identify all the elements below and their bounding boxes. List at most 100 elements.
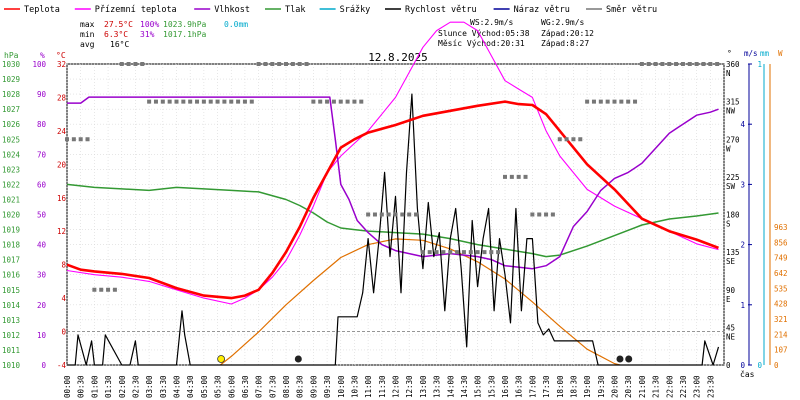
wind-direction-mark [263, 62, 268, 66]
wind-direction-mark [379, 212, 384, 217]
wind-direction-mark [694, 62, 699, 66]
direction-label: NW [726, 107, 736, 116]
stat-avg-temp: 16°C [110, 40, 129, 49]
percent-tick: 60 [37, 180, 47, 189]
x-tick: 14:30 [460, 375, 469, 398]
wind-direction-mark [372, 212, 377, 217]
x-tick: 03:00 [145, 375, 154, 398]
wind-direction-mark [578, 137, 583, 142]
wind-direction-mark [270, 62, 275, 66]
x-tick: 19:30 [597, 375, 606, 398]
percent-tick: 30 [37, 271, 47, 280]
x-tick: 18:00 [556, 375, 565, 398]
x-tick: 11:00 [364, 375, 373, 398]
x-tick: 11:30 [378, 375, 387, 398]
moon-icon [625, 355, 633, 363]
wind-direction-mark [427, 250, 432, 255]
celsius-tick: 20 [57, 160, 67, 169]
x-tick: 08:00 [282, 375, 291, 398]
x-tick: 13:00 [419, 375, 428, 398]
stat-avg-label: avg [80, 40, 95, 49]
wind-direction-mark [290, 62, 295, 66]
x-tick: 12:30 [405, 375, 414, 398]
x-tick: 09:00 [309, 375, 318, 398]
percent-tick: 40 [37, 241, 47, 250]
wind-direction-mark [680, 62, 685, 66]
percent-tick: 50 [37, 211, 47, 220]
axis-unit-hpa: hPa [4, 51, 19, 60]
wind-direction-mark [550, 212, 555, 217]
axis-unit-rain: mm [760, 49, 770, 58]
legend-item: Rychlost větru [385, 5, 477, 15]
wind-direction-mark [639, 62, 644, 66]
stat-max-temp: 27.5°C [104, 20, 133, 29]
legend-label: Vlhkost [214, 5, 250, 15]
x-axis-label: čas [740, 369, 755, 379]
stat-min-temp: 6.3°C [104, 30, 128, 39]
moonrise-icon [616, 355, 624, 363]
wind-direction-mark [366, 212, 371, 217]
stat-max-rain: 0.0mm [224, 20, 248, 29]
legend-label: Tlak [285, 5, 305, 15]
x-tick: 21:00 [638, 375, 647, 398]
wind-direction-mark [564, 137, 569, 142]
direction-label: SE [726, 257, 736, 266]
hpa-tick: 1013 [2, 316, 20, 325]
wind-direction-mark [304, 62, 309, 66]
axis-unit-direction: ° [727, 49, 732, 58]
wind-direction-mark [612, 99, 617, 104]
sun-info: Slunce Východ:05:38 [438, 29, 530, 38]
direction-tick: 315 [726, 98, 740, 107]
celsius-tick: 24 [57, 127, 67, 136]
sunrise-icon [217, 355, 226, 363]
wind-direction-mark [126, 62, 131, 66]
hpa-tick: 1024 [2, 150, 21, 159]
wind-direction-mark [571, 137, 576, 142]
x-tick: 15:00 [474, 375, 483, 398]
chart-axes: hPa% °C1030102910281027102610251024102310… [2, 49, 788, 398]
series-solar [219, 238, 621, 366]
stat-min-label: min [80, 30, 95, 39]
x-tick: 00:00 [63, 375, 72, 398]
hpa-tick: 1022 [2, 180, 20, 189]
legend-item: Teplota [4, 5, 60, 15]
direction-tick: 90 [726, 286, 736, 295]
wind-direction-mark [434, 250, 439, 255]
wind-direction-mark [496, 250, 501, 255]
wind-direction-mark [530, 212, 535, 217]
x-tick: 06:30 [241, 375, 250, 398]
moon-info: Měsíc Východ:20:31 [438, 39, 525, 48]
rain-tick: 0 [757, 361, 762, 370]
wind-direction-mark [633, 99, 638, 104]
percent-tick: 20 [37, 301, 47, 310]
watt-tick: 214 [774, 330, 788, 339]
direction-tick: 45 [726, 323, 735, 332]
x-tick: 19:00 [583, 375, 592, 398]
axis-unit-watt: W [778, 49, 783, 58]
wind-direction-mark [112, 287, 117, 292]
wind-direction-mark [133, 62, 138, 66]
percent-tick: 0 [41, 361, 46, 370]
wind-direction-mark [325, 99, 330, 104]
x-tick: 04:30 [186, 375, 195, 398]
x-tick: 05:00 [200, 375, 209, 398]
wind-direction-mark [544, 212, 549, 217]
wind-tick: 0 [740, 361, 745, 370]
wind-direction-mark [119, 62, 124, 66]
direction-label: E [726, 295, 731, 304]
hpa-tick: 1027 [2, 105, 20, 114]
wind-speed-info: WS:2.9m/s [470, 18, 514, 27]
wind-direction-mark [236, 99, 241, 104]
watt-tick: 535 [774, 284, 788, 293]
percent-tick: 70 [37, 150, 47, 159]
hpa-tick: 1014 [2, 301, 21, 310]
celsius-tick: 12 [57, 227, 66, 236]
wind-tick: 3 [740, 180, 745, 189]
x-tick: 17:00 [528, 375, 537, 398]
wind-direction-mark [297, 62, 302, 66]
percent-tick: 80 [37, 120, 47, 129]
x-tick: 08:30 [296, 375, 305, 398]
wind-direction-mark [715, 62, 720, 66]
watt-tick: 0 [774, 361, 779, 370]
wind-direction-mark [249, 99, 254, 104]
